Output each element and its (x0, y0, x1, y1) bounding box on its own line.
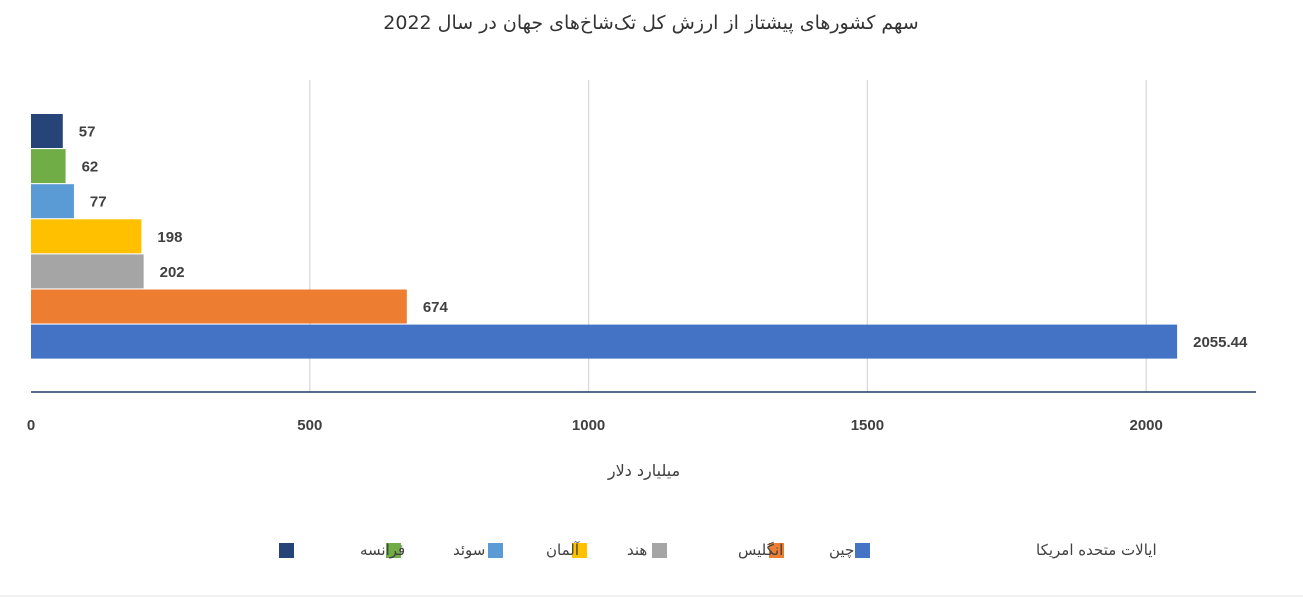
x-tick-label: 1500 (851, 417, 884, 434)
x-tick-label: 2000 (1130, 417, 1163, 434)
bar (31, 114, 63, 148)
legend-label: هند (627, 541, 647, 559)
legend-label: چین (829, 541, 854, 559)
bar (31, 184, 74, 219)
data-labels: 2055.44 674 202 198 77 62 57 (79, 124, 1248, 352)
legend-item: آلمان (488, 541, 580, 559)
legend-item: هند (572, 541, 647, 559)
legend-swatch (855, 543, 870, 558)
legend-label: آلمان (546, 541, 580, 559)
legend-swatch (386, 543, 401, 558)
bars (31, 114, 1178, 359)
x-tick-label: 1000 (572, 417, 605, 434)
legend: ایالات متحده امریکا چین انگلیس هند آلمان سوئد… (279, 541, 1157, 559)
legend-swatch (572, 543, 587, 558)
bar (31, 254, 144, 289)
x-tick-labels: 0 500 1000 1500 2000 (27, 417, 1163, 434)
legend-label: ایالات متحده امریکا (1036, 541, 1157, 559)
legend-item: چین (769, 541, 854, 559)
x-tick-label: 500 (297, 417, 322, 434)
data-label: 198 (157, 229, 182, 246)
data-label: 674 (423, 299, 449, 316)
data-label: 62 (82, 159, 99, 176)
legend-item: انگلیس (652, 541, 783, 559)
legend-swatch (652, 543, 667, 558)
bar (31, 149, 66, 184)
chart-title: سهم کشورهای پیشتاز از ارزش کل تک‌شاخ‌های… (383, 12, 918, 34)
data-label: 57 (79, 124, 96, 141)
legend-item: فرانسه (279, 541, 405, 559)
legend-item: ایالات متحده امریکا (855, 541, 1157, 559)
legend-swatch (279, 543, 294, 558)
legend-label: فرانسه (360, 541, 405, 559)
data-label: 77 (90, 194, 107, 211)
legend-item: سوئد (386, 541, 485, 559)
bar (31, 289, 407, 324)
data-label: 2055.44 (1193, 334, 1248, 351)
x-axis-title: میلیارد دلار (607, 461, 680, 481)
legend-label: انگلیس (738, 541, 783, 559)
legend-label: سوئد (453, 541, 485, 559)
legend-swatch (769, 543, 784, 558)
x-tick-label: 0 (27, 417, 35, 434)
bar (31, 219, 142, 254)
legend-swatch (488, 543, 503, 558)
data-label: 202 (160, 264, 185, 281)
bar (31, 324, 1178, 359)
